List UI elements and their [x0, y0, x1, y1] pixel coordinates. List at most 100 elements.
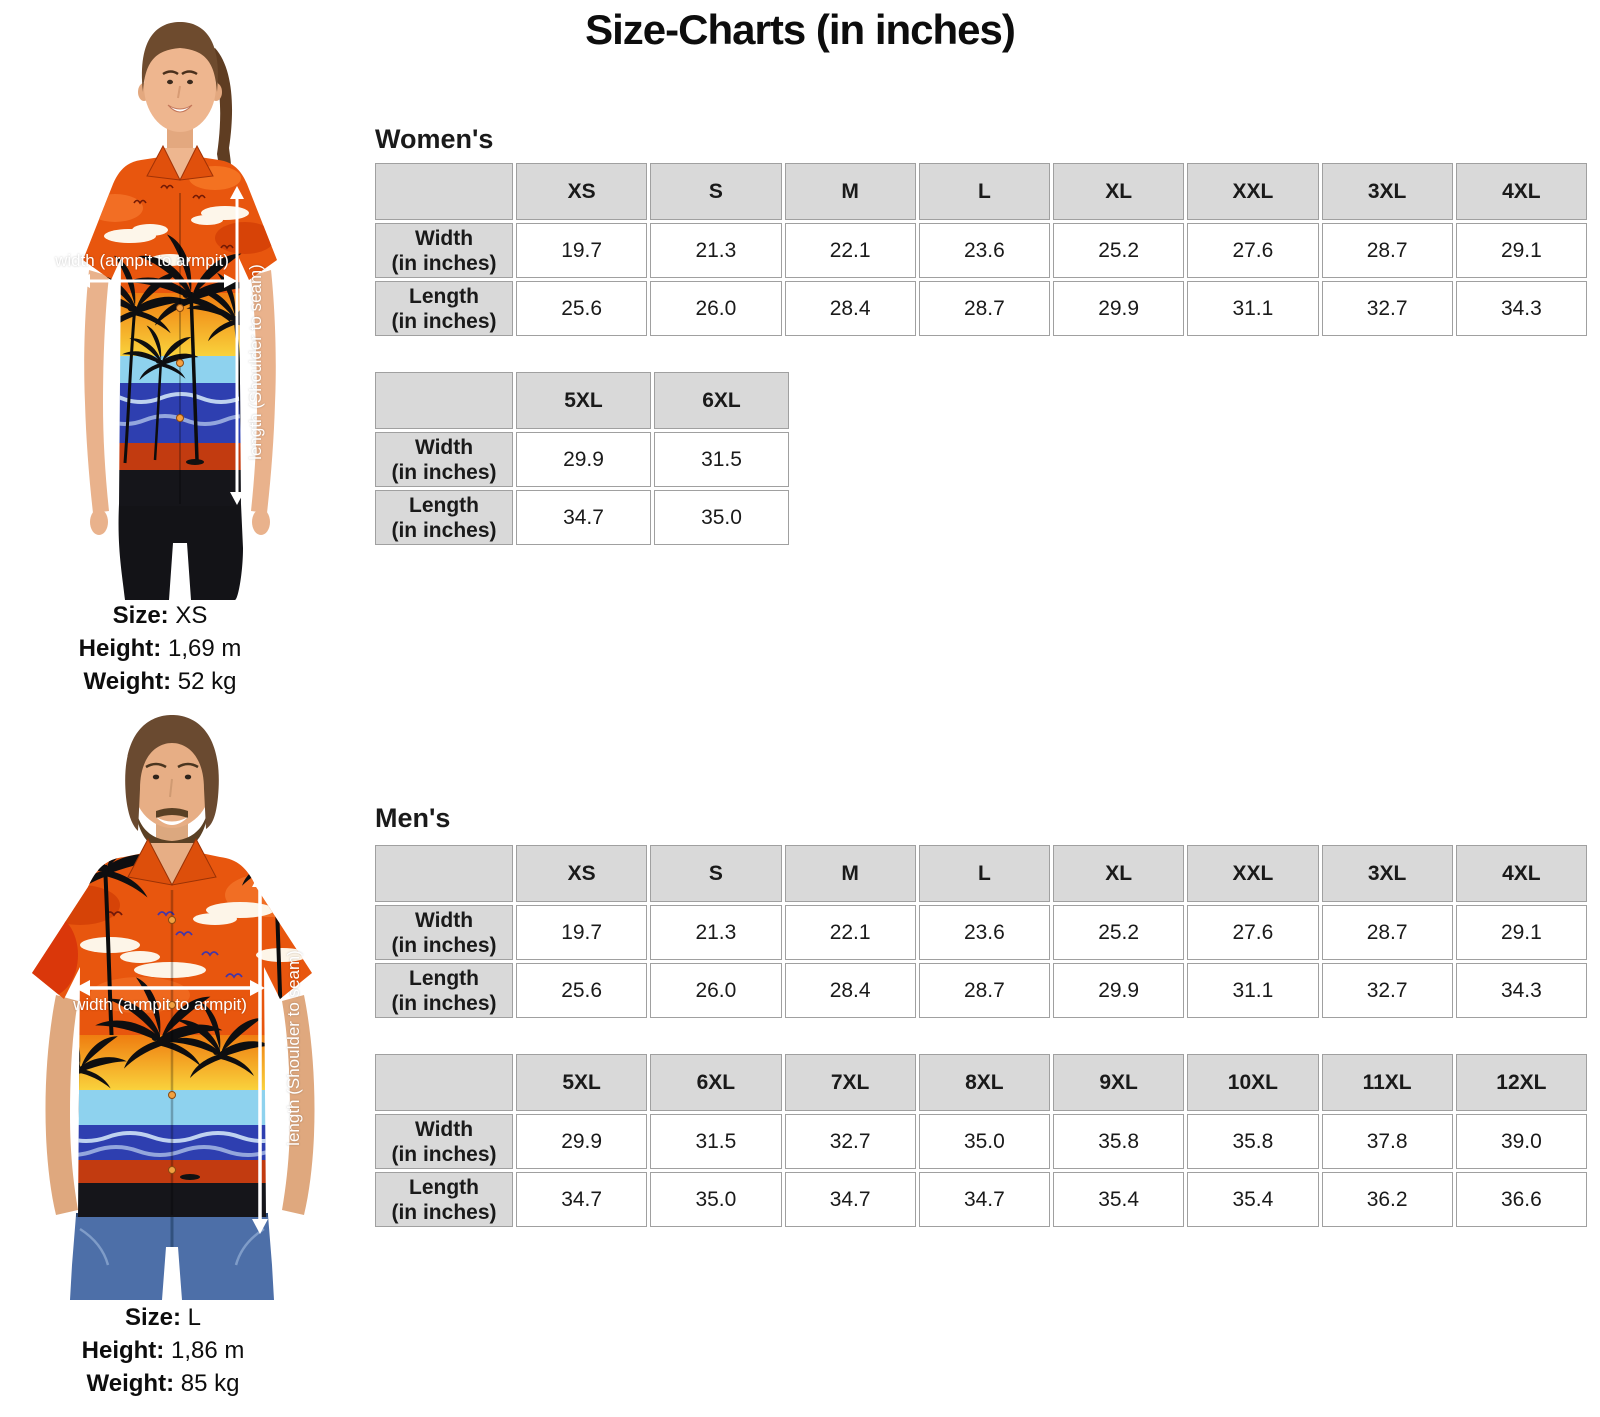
size-value-cell: 35.8: [1053, 1114, 1185, 1169]
mens-model-caption: Size: L Height: 1,86 m Weight: 85 kg: [43, 1301, 283, 1400]
size-value-cell: 28.4: [784, 963, 916, 1018]
length-measure-arrow: [252, 872, 268, 1234]
size-value-cell: 26.0: [650, 281, 782, 336]
size-row-header: Length (in inches): [375, 490, 513, 545]
womens-size-table-extended: 5XL 6XL Width (in inches) 29.9 31.5 Length (in …: [372, 369, 792, 548]
size-column-header: XS: [516, 163, 648, 220]
womens-size-table-main: XS S M L XL XXL 3XL 4XL Width (in inches) 19.7 21.3…: [372, 160, 1590, 339]
width-annotation-label: width (armpit to armpit): [55, 251, 229, 270]
size-value-cell: 34.7: [516, 490, 651, 545]
size-column-header: 4XL: [1455, 163, 1587, 220]
size-value-cell: 34.7: [918, 1172, 1050, 1227]
size-column-header: 8XL: [918, 1054, 1050, 1111]
size-value-cell: 29.1: [1455, 223, 1587, 278]
size-value-cell: 21.3: [650, 905, 782, 960]
mens-model-photo: [20, 705, 340, 1300]
size-value-cell: 28.7: [918, 963, 1050, 1018]
size-column-header: XL: [1053, 845, 1185, 902]
table-corner-cell: [375, 163, 513, 220]
womens-section-heading: Women's: [375, 124, 494, 154]
size-value-cell: 35.0: [650, 1172, 782, 1227]
size-column-header: XS: [516, 845, 648, 902]
size-value-cell: 31.5: [654, 432, 789, 487]
size-column-header: L: [918, 845, 1050, 902]
size-value-cell: 36.2: [1321, 1172, 1453, 1227]
size-column-header: S: [650, 845, 782, 902]
size-column-header: M: [784, 845, 916, 902]
size-value-cell: 39.0: [1455, 1114, 1587, 1169]
model-size-line: Size: L: [124, 1304, 202, 1331]
model-height-line: Height: 1,69 m: [78, 635, 242, 662]
width-measure-arrow: [77, 274, 237, 288]
size-column-header: 3XL: [1321, 163, 1453, 220]
length-measure-arrow: [230, 186, 244, 505]
length-annotation-label: length (Shoulder to seam): [284, 950, 303, 1146]
size-value-cell: 22.1: [784, 223, 916, 278]
mens-model-illustration: [32, 715, 315, 1300]
size-column-header: 4XL: [1455, 845, 1587, 902]
size-column-header: 12XL: [1455, 1054, 1587, 1111]
size-column-header: 3XL: [1321, 845, 1453, 902]
size-column-header: XL: [1053, 163, 1185, 220]
size-value-cell: 29.9: [1053, 963, 1185, 1018]
table-corner-cell: [375, 372, 513, 429]
size-row-header: Width (in inches): [375, 223, 513, 278]
size-row-header: Width (in inches): [375, 905, 513, 960]
size-column-header: L: [918, 163, 1050, 220]
size-value-cell: 34.3: [1455, 963, 1587, 1018]
model-size-line: Size: XS: [112, 602, 208, 629]
size-column-header: 9XL: [1053, 1054, 1185, 1111]
size-value-cell: 28.7: [918, 281, 1050, 336]
size-value-cell: 29.9: [516, 1114, 648, 1169]
size-value-cell: 22.1: [784, 905, 916, 960]
model-weight-line: Weight: 85 kg: [86, 1370, 240, 1397]
size-value-cell: 32.7: [1321, 963, 1453, 1018]
page-title: Size-Charts (in inches): [585, 6, 1016, 53]
size-value-cell: 23.6: [918, 223, 1050, 278]
size-value-cell: 19.7: [516, 223, 648, 278]
size-value-cell: 28.7: [1321, 223, 1453, 278]
size-value-cell: 35.4: [1187, 1172, 1319, 1227]
size-value-cell: 29.1: [1455, 905, 1587, 960]
width-annotation-label: width (armpit to armpit): [73, 995, 247, 1014]
size-row-header: Length (in inches): [375, 1172, 513, 1227]
model-height-line: Height: 1,86 m: [81, 1337, 245, 1364]
size-value-cell: 28.7: [1321, 905, 1453, 960]
womens-model-caption: Size: XS Height: 1,69 m Weight: 52 kg: [40, 599, 280, 698]
size-value-cell: 32.7: [784, 1114, 916, 1169]
size-value-cell: 27.6: [1187, 905, 1319, 960]
size-value-cell: 34.7: [784, 1172, 916, 1227]
size-column-header: 11XL: [1321, 1054, 1453, 1111]
size-value-cell: 23.6: [918, 905, 1050, 960]
size-column-header: 7XL: [784, 1054, 916, 1111]
size-row-header: Width (in inches): [375, 432, 513, 487]
size-value-cell: 34.7: [516, 1172, 648, 1227]
size-value-cell: 29.9: [1053, 281, 1185, 336]
table-corner-cell: [375, 845, 513, 902]
size-row-header: Length (in inches): [375, 281, 513, 336]
size-value-cell: 31.1: [1187, 963, 1319, 1018]
size-value-cell: 36.6: [1455, 1172, 1587, 1227]
size-value-cell: 35.0: [654, 490, 789, 545]
womens-model-photo: [75, 8, 285, 600]
size-column-header: 6XL: [650, 1054, 782, 1111]
mens-section-heading: Men's: [375, 803, 451, 833]
size-value-cell: 21.3: [650, 223, 782, 278]
model-weight-line: Weight: 52 kg: [83, 668, 237, 695]
mens-size-table-extended: 5XL 6XL 7XL 8XL 9XL 10XL 11XL 12XL Width (in inch…: [372, 1051, 1590, 1230]
size-value-cell: 25.6: [516, 281, 648, 336]
size-value-cell: 25.2: [1053, 223, 1185, 278]
size-row-header: Width (in inches): [375, 1114, 513, 1169]
size-row-header: Length (in inches): [375, 963, 513, 1018]
size-column-header: 6XL: [654, 372, 789, 429]
size-value-cell: 34.3: [1455, 281, 1587, 336]
size-column-header: XXL: [1187, 163, 1319, 220]
womens-model-illustration: [77, 22, 277, 600]
size-value-cell: 25.2: [1053, 905, 1185, 960]
size-column-header: 5XL: [516, 372, 651, 429]
width-measure-arrow: [75, 980, 265, 996]
size-value-cell: 35.4: [1053, 1172, 1185, 1227]
size-value-cell: 25.6: [516, 963, 648, 1018]
size-value-cell: 37.8: [1321, 1114, 1453, 1169]
